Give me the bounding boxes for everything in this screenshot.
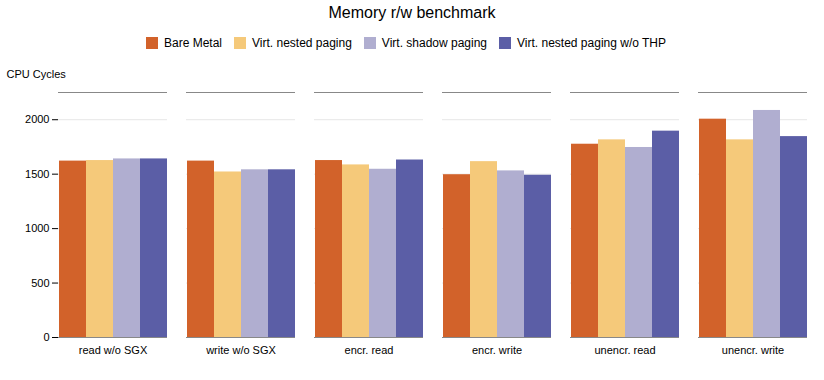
svg-text:unencr. read: unencr. read (594, 344, 655, 356)
html-text:Virt. shadow paging: Virt. shadow paging (381, 35, 487, 50)
svg-text:0: 0 (43, 331, 49, 343)
html-text:Bare Metal: Bare Metal (164, 35, 222, 50)
svg-text:read w/o SGX: read w/o SGX (79, 344, 148, 356)
svg-text:write w/o SGX: write w/o SGX (205, 344, 276, 356)
svg-text:1000: 1000 (25, 222, 49, 234)
svg-text:2000: 2000 (25, 113, 49, 125)
svg-text:1500: 1500 (25, 168, 49, 180)
html-text:Virt. nested paging: Virt. nested paging (252, 35, 352, 50)
svg-text:unencr. write: unencr. write (722, 344, 784, 356)
html-text:Virt. nested paging w/o THP: Virt. nested paging w/o THP (517, 35, 666, 50)
svg-text:CPU Cycles: CPU Cycles (7, 68, 67, 80)
svg-text:encr. write: encr. write (472, 344, 522, 356)
html-text:Memory r/w benchmark: Memory r/w benchmark (328, 4, 496, 21)
svg-text:500: 500 (31, 277, 49, 289)
svg-text:encr. read: encr. read (345, 344, 394, 356)
